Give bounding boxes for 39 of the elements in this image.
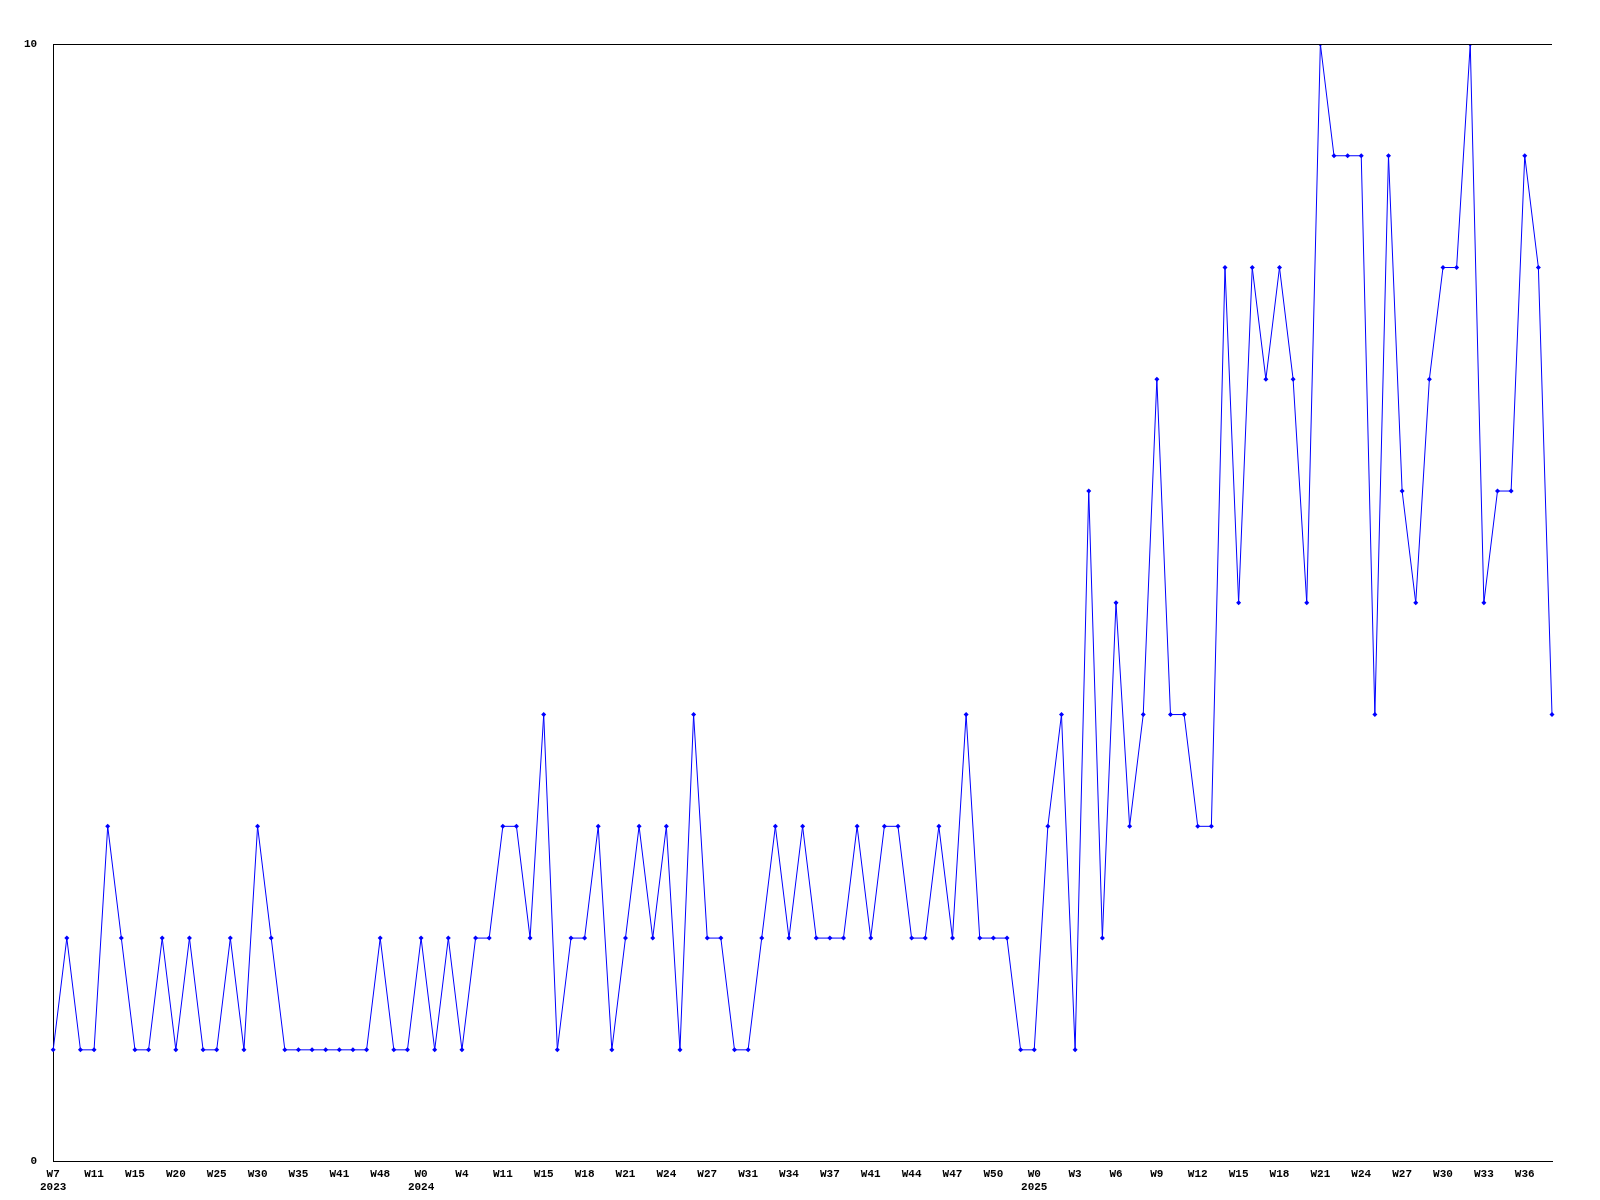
x-tick-label: W25 [206, 1167, 227, 1180]
x-tick-label: W0 2024 [407, 1167, 435, 1194]
x-tick-label: W9 [1150, 1167, 1164, 1180]
x-tick-label: W50 [983, 1167, 1004, 1180]
x-tick-label: W41 [860, 1167, 882, 1180]
x-tick-label: W34 [779, 1167, 800, 1180]
x-tick-label: W24 [1351, 1167, 1372, 1180]
x-tick-label: W31 [738, 1167, 759, 1180]
y-tick-label: 0 [30, 1155, 38, 1168]
x-tick-label: W18 [574, 1167, 595, 1180]
x-tick-label: W11 [492, 1167, 514, 1180]
x-tick-label: W12 [1187, 1167, 1208, 1180]
x-tick-label: W3 [1068, 1167, 1083, 1180]
x-tick-label: W30 [1433, 1167, 1453, 1180]
x-tick-label: W27 [697, 1167, 718, 1180]
x-tick-label: W4 [455, 1167, 469, 1180]
x-tick-label: W15 [125, 1167, 146, 1180]
x-tick-label: W15 [1228, 1167, 1249, 1180]
x-tick-label: W21 [615, 1167, 636, 1180]
x-tick-label: W6 [1109, 1167, 1123, 1180]
x-tick-label: W44 [901, 1167, 922, 1180]
x-tick-label: W15 [533, 1167, 555, 1180]
x-tick-label: W33 [1473, 1167, 1495, 1180]
x-tick-label: W21 [1310, 1167, 1331, 1180]
x-tick-label: W35 [288, 1167, 309, 1180]
x-tick-label: W37 [819, 1167, 840, 1180]
x-tick-label: W27 [1392, 1167, 1413, 1180]
x-tick-label: W24 [656, 1167, 677, 1180]
x-tick-label: W41 [329, 1167, 350, 1180]
x-tick-label: W48 [370, 1167, 391, 1180]
x-tick-label: W7 2023 [40, 1167, 67, 1194]
x-tick-label: W30 [247, 1167, 268, 1180]
x-tick-label: W11 [84, 1167, 105, 1180]
x-tick-label: W20 [165, 1167, 186, 1180]
x-tick-label: W36 [1514, 1167, 1535, 1180]
x-tick-label: W0 2025 [1021, 1167, 1048, 1194]
y-tick-label: 10 [24, 37, 38, 50]
x-tick-label: W47 [942, 1167, 963, 1180]
x-tick-label: W18 [1269, 1167, 1290, 1180]
